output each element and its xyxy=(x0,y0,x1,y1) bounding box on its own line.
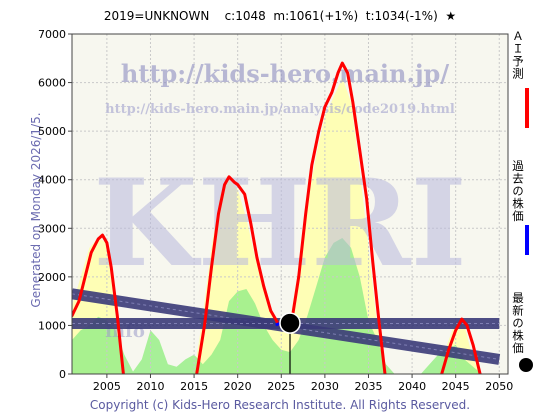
legend-latest-price-label: 最新の株価 xyxy=(511,292,525,355)
axis-ticks: 2005 2010 2015 2020 2025 2030 2035 2040 2045 2050… xyxy=(38,28,513,393)
latest-price-marker xyxy=(279,312,301,334)
x-tick-label: 2030 xyxy=(311,380,339,393)
y-tick-label: 5000 xyxy=(38,125,66,138)
y-tick-label: 2000 xyxy=(38,271,66,284)
watermark-url-main: http://kids-hero.main.jp/ xyxy=(121,59,449,88)
plot-frame xyxy=(71,33,509,375)
x-tick-label: 2005 xyxy=(93,380,121,393)
x-tick-label: 2015 xyxy=(180,380,208,393)
area-layer xyxy=(72,77,500,374)
legend-past-price-label: 過去の株価 xyxy=(511,160,525,223)
watermark-url-sub: http://kids-hero.main.jp/analysis/code20… xyxy=(105,102,455,117)
x-tick-label: 2040 xyxy=(398,380,426,393)
watermark: KHRI http://kids-hero.main.jp/ http://ki… xyxy=(93,59,467,342)
y-tick-label: 3000 xyxy=(38,222,66,235)
ai-forecast-line xyxy=(72,233,125,374)
chart-title: 2019=UNKNOWN c:1048 m:1061(+1%) t:1034(-… xyxy=(103,9,457,23)
y-tick-label: 0 xyxy=(59,368,66,381)
green-area xyxy=(72,238,500,374)
y-tick-label: 7000 xyxy=(38,28,66,41)
series-lines xyxy=(72,61,482,374)
copyright-footer: Copyright (c) Kids-Hero Research Institu… xyxy=(89,398,471,412)
x-tick-label: 2020 xyxy=(224,380,252,393)
y-tick-label: 6000 xyxy=(38,77,66,90)
legend-latest-price-swatch xyxy=(519,358,533,372)
x-tick-label: 2035 xyxy=(354,380,382,393)
x-tick-label: 2025 xyxy=(267,380,295,393)
x-tick-label: 2050 xyxy=(485,380,513,393)
legend-past-price-swatch xyxy=(525,225,529,255)
x-tick-label: 2010 xyxy=(136,380,164,393)
watermark-logo: KHRI xyxy=(93,153,467,294)
ai-forecast-line xyxy=(440,317,482,374)
ai-forecast-line xyxy=(195,175,283,374)
x-tick-label: 2045 xyxy=(442,380,470,393)
legend-ai-forecast-label: ＡＩ予測 xyxy=(511,30,525,80)
ai-forecast-line xyxy=(291,61,387,374)
y-tick-label: 1000 xyxy=(38,319,66,332)
legend-ai-forecast-swatch xyxy=(525,88,529,128)
markers xyxy=(279,312,301,374)
y-tick-label: 4000 xyxy=(38,174,66,187)
